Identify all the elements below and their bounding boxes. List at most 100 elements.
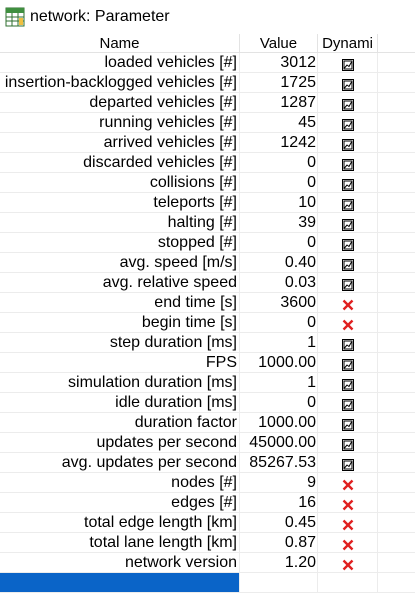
filler-cell: [378, 373, 415, 393]
table-row[interactable]: insertion-backlogged vehicles [#] 1725: [0, 73, 415, 93]
table-body: loaded vehicles [#] 3012 insertion-backlog…: [0, 53, 415, 593]
chart-icon[interactable]: [342, 197, 354, 211]
table-row[interactable]: departed vehicles [#] 1287: [0, 93, 415, 113]
parameter-name: discarded vehicles [#]: [0, 153, 240, 173]
chart-icon[interactable]: [342, 217, 354, 231]
parameter-name-text: idle duration [ms]: [115, 394, 237, 411]
table-row[interactable]: running vehicles [#] 45: [0, 113, 415, 133]
filler-cell: [378, 253, 415, 273]
filler-cell: [378, 273, 415, 293]
parameter-table[interactable]: Name Value Dynami loaded vehicles [#] 301…: [0, 34, 415, 607]
table-header: Name Value Dynami: [0, 34, 415, 53]
chart-icon[interactable]: [342, 397, 354, 411]
table-row[interactable]: duration factor 1000.00: [0, 413, 415, 433]
table-row[interactable]: total lane length [km] 0.87: [0, 533, 415, 553]
chart-icon[interactable]: [342, 237, 354, 251]
chart-icon[interactable]: [342, 357, 354, 371]
parameter-name: [0, 573, 240, 593]
parameter-value: 1: [240, 373, 318, 393]
table-row[interactable]: loaded vehicles [#] 3012: [0, 53, 415, 73]
chart-icon[interactable]: [342, 117, 354, 131]
table-row[interactable]: discarded vehicles [#] 0: [0, 153, 415, 173]
chart-icon[interactable]: [342, 157, 354, 171]
filler-cell: [378, 413, 415, 433]
dynamic-cell: [318, 293, 378, 313]
dynamic-cell: [318, 53, 378, 73]
parameter-name-text: stopped [#]: [157, 234, 237, 251]
chart-icon[interactable]: [342, 457, 354, 471]
parameter-name: begin time [s]: [0, 313, 240, 333]
parameter-value: 1000.00: [240, 413, 318, 433]
parameter-name: teleports [#]: [0, 193, 240, 213]
table-row[interactable]: avg. updates per second 85267.53: [0, 453, 415, 473]
dynamic-cell: [318, 113, 378, 133]
table-row[interactable]: edges [#] 16: [0, 493, 415, 513]
chart-icon[interactable]: [342, 437, 354, 451]
table-row[interactable]: total edge length [km] 0.45: [0, 513, 415, 533]
parameter-name-text: arrived vehicles [#]: [103, 134, 237, 151]
parameter-value: 0.87: [240, 533, 318, 553]
chart-icon[interactable]: [342, 257, 354, 271]
table-row[interactable]: FPS 1000.00: [0, 353, 415, 373]
table-row-selected[interactable]: [0, 573, 415, 593]
parameter-name: avg. updates per second: [0, 453, 240, 473]
chart-icon[interactable]: [342, 377, 354, 391]
chart-icon[interactable]: [342, 137, 354, 151]
table-row[interactable]: idle duration [ms] 0: [0, 393, 415, 413]
table-row[interactable]: begin time [s] 0: [0, 313, 415, 333]
parameter-value: 1287: [240, 93, 318, 113]
parameter-value: 16: [240, 493, 318, 513]
table-row[interactable]: updates per second 45000.00: [0, 433, 415, 453]
table-row[interactable]: avg. relative speed 0.03: [0, 273, 415, 293]
table-row[interactable]: avg. speed [m/s] 0.40: [0, 253, 415, 273]
dynamic-cell: [318, 393, 378, 413]
table-row[interactable]: nodes [#] 9: [0, 473, 415, 493]
dynamic-cell: [318, 513, 378, 533]
parameter-name-text: step duration [ms]: [109, 334, 237, 351]
parameter-name-text: network version: [124, 554, 237, 571]
table-row[interactable]: arrived vehicles [#] 1242: [0, 133, 415, 153]
filler-cell: [378, 533, 415, 553]
table-row[interactable]: stopped [#] 0: [0, 233, 415, 253]
column-header-name[interactable]: Name: [0, 34, 240, 53]
parameter-name: avg. speed [m/s]: [0, 253, 240, 273]
column-header-value[interactable]: Value: [240, 34, 318, 53]
table-row[interactable]: step duration [ms] 1: [0, 333, 415, 353]
filler-cell: [378, 333, 415, 353]
dynamic-cell: [318, 553, 378, 573]
title-bar[interactable]: network: Parameter: [0, 0, 415, 34]
red-x-icon: [342, 497, 354, 511]
chart-icon[interactable]: [342, 77, 354, 91]
chart-icon[interactable]: [342, 277, 354, 291]
chart-icon[interactable]: [342, 57, 354, 71]
dynamic-cell: [318, 93, 378, 113]
table-row[interactable]: halting [#] 39: [0, 213, 415, 233]
dynamic-cell: [318, 473, 378, 493]
table-row[interactable]: collisions [#] 0: [0, 173, 415, 193]
chart-icon[interactable]: [342, 97, 354, 111]
dynamic-cell: [318, 333, 378, 353]
column-header-dynamic[interactable]: Dynami: [318, 34, 378, 53]
filler-cell: [378, 53, 415, 73]
parameter-name-text: total edge length [km]: [84, 514, 237, 531]
parameter-value: 1725: [240, 73, 318, 93]
table-row[interactable]: network version 1.20: [0, 553, 415, 573]
chart-icon[interactable]: [342, 417, 354, 431]
dynamic-cell: [318, 193, 378, 213]
parameter-name-text: nodes [#]: [171, 474, 237, 491]
dynamic-cell: [318, 493, 378, 513]
parameter-value: 39: [240, 213, 318, 233]
parameter-name: updates per second: [0, 433, 240, 453]
parameter-name: arrived vehicles [#]: [0, 133, 240, 153]
parameter-name: collisions [#]: [0, 173, 240, 193]
parameter-name-text: collisions [#]: [149, 174, 237, 191]
table-row[interactable]: end time [s] 3600: [0, 293, 415, 313]
parameter-value: 0: [240, 173, 318, 193]
table-row[interactable]: simulation duration [ms] 1: [0, 373, 415, 393]
chart-icon[interactable]: [342, 177, 354, 191]
filler-cell: [378, 313, 415, 333]
filler-cell: [378, 93, 415, 113]
parameter-name: total edge length [km]: [0, 513, 240, 533]
chart-icon[interactable]: [342, 337, 354, 351]
table-row[interactable]: teleports [#] 10: [0, 193, 415, 213]
